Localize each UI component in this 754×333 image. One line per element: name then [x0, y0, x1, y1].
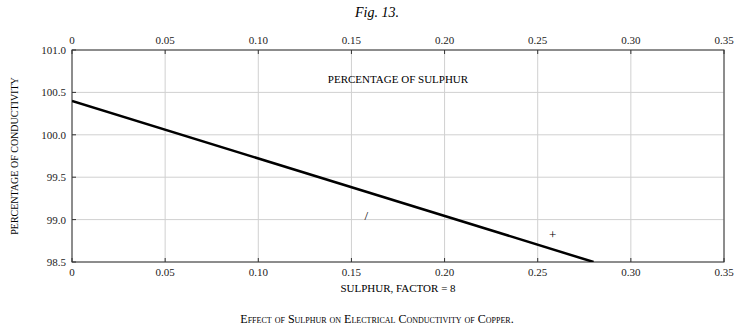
- x-tick-label-top: 0: [69, 34, 75, 46]
- x-tick-label-bottom: 0: [69, 266, 75, 278]
- x-tick-top: [630, 50, 631, 54]
- annotation: /: [365, 208, 369, 223]
- y-tick-label: 100.0: [41, 129, 66, 141]
- y-tick-label: 99.5: [47, 171, 67, 183]
- chart: 0 0 0.05 0.05 0.10 0.10 0.15 0.15 0.20 0.20 0.25 0.…: [0, 0, 754, 333]
- data: [72, 101, 594, 262]
- x-tick-label-top: 0.05: [156, 34, 176, 46]
- x-tick-top: [258, 50, 259, 54]
- x-tick-bottom: [72, 258, 73, 262]
- y-axis-label: PERCENTAGE OF CONDUCTIVITY: [9, 77, 20, 235]
- x-tick-top: [72, 50, 73, 54]
- line: [72, 101, 594, 262]
- x-tick-label-bottom: 0.30: [621, 266, 641, 278]
- y-tick: [72, 134, 76, 135]
- y-tick-label: 98.5: [47, 256, 67, 268]
- y-tick: [72, 219, 76, 220]
- x-tick-label-top: 0.15: [342, 34, 362, 46]
- x-tick-label-bottom: 0.05: [156, 266, 176, 278]
- x-tick-top: [351, 50, 352, 54]
- grid-line-x: [258, 50, 259, 262]
- x-tick-label-top: 0.30: [621, 34, 641, 46]
- x-tick-top: [165, 50, 166, 54]
- grid: [72, 50, 724, 262]
- title: Fig. 13.: [354, 5, 399, 20]
- y-tick-label: 99.0: [47, 214, 67, 226]
- x-tick-bottom: [444, 258, 445, 262]
- y-tick: [72, 262, 76, 263]
- x-tick-top: [537, 50, 538, 54]
- x-tick-label-bottom: 0.25: [528, 266, 548, 278]
- x-tick-bottom: [724, 258, 725, 262]
- y-tick: [72, 177, 76, 178]
- grid-line-y: [72, 92, 724, 93]
- grid-line-y: [72, 219, 724, 220]
- y-tick: [72, 50, 76, 51]
- x-tick-label-bottom: 0.35: [714, 266, 734, 278]
- annotation: +: [549, 227, 556, 242]
- x-tick-label-top: 0.35: [714, 34, 734, 46]
- x-tick-bottom: [351, 258, 352, 262]
- grid-line-y: [72, 177, 724, 178]
- grid-line-x: [165, 50, 166, 262]
- x-tick-label-bottom: 0.10: [249, 266, 269, 278]
- grid-line-y: [72, 134, 724, 135]
- x-tick-label-top: 0.20: [435, 34, 455, 46]
- x-tick-label-top: 0.10: [249, 34, 269, 46]
- x-tick-label-bottom: 0.15: [342, 266, 362, 278]
- x-tick-label-bottom: 0.20: [435, 266, 455, 278]
- x-tick-bottom: [165, 258, 166, 262]
- caption: Effect of Sulphur on Electrical Conducti…: [240, 312, 513, 326]
- plot-frame: [72, 50, 724, 262]
- grid-line-x: [537, 50, 538, 262]
- y-tick: [72, 92, 76, 93]
- x-axis-label: SULPHUR, FACTOR = 8: [340, 282, 456, 294]
- ticks: 0 0 0.05 0.05 0.10 0.10 0.15 0.15 0.20 0.20 0.25 0.…: [41, 34, 734, 278]
- y-tick-label: 101.0: [41, 44, 66, 56]
- y-tick-label: 100.5: [41, 86, 66, 98]
- x-tick-bottom: [630, 258, 631, 262]
- x-tick-label-top: 0.25: [528, 34, 548, 46]
- grid-line-x: [630, 50, 631, 262]
- x-tick-bottom: [258, 258, 259, 262]
- top-axis-label: PERCENTAGE OF SULPHUR: [328, 73, 469, 85]
- x-tick-top: [724, 50, 725, 54]
- x-tick-bottom: [537, 258, 538, 262]
- x-tick-top: [444, 50, 445, 54]
